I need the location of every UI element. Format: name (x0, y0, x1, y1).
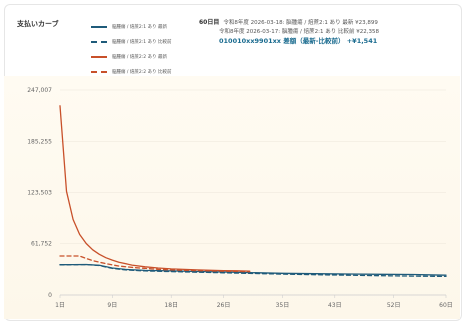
x-tick-label: 18日 (164, 302, 178, 309)
plot-background (4, 76, 460, 319)
legend-swatch (91, 25, 107, 28)
x-tick-label: 26日 (217, 302, 231, 309)
series-line (59, 105, 251, 272)
legend-label: 脳腫瘍 / 焙蔗2:2 あり 比較前 (112, 69, 172, 75)
hover-info-panel: 60日目 令和8年度 2026-03-18: 脳腫瘍 / 焙蔗2:1 あり 最新 … (199, 18, 379, 46)
legend-item[interactable]: 脳腫瘍 / 焙蔗2:1 あり 比較前 (91, 34, 201, 49)
legend-item[interactable]: 脳腫瘍 / 焙蔗2:2 あり 比較前 (91, 64, 201, 79)
legend-swatch (91, 70, 107, 73)
y-tick-label: 185,255 (27, 138, 52, 145)
x-tick-label: 1日 (55, 302, 65, 309)
y-tick-label: 61,752 (31, 241, 52, 248)
legend-swatch (91, 55, 107, 58)
x-tick-label: 9日 (107, 302, 117, 309)
legend-item[interactable]: 脳腫瘍 / 焙蔗2:1 あり 最新 (91, 19, 201, 34)
x-tick-label: 43日 (328, 302, 342, 309)
series-line (59, 255, 251, 273)
x-tick-label: 60日 (439, 302, 453, 309)
x-tick-label: 35日 (276, 302, 290, 309)
legend-label: 脳腫瘍 / 焙蔗2:1 あり 比較前 (112, 39, 172, 45)
card-title: 支払いカーブ (17, 20, 59, 28)
series-line (59, 263, 447, 278)
chart-legend: 脳腫瘍 / 焙蔗2:1 あり 最新 脳腫瘍 / 焙蔗2:1 あり 比較前 脳腫瘍… (91, 19, 201, 79)
legend-label: 脳腫瘍 / 焙蔗2:1 あり 最新 (112, 24, 167, 30)
info-line-previous: 令和8年度 2026-03-17: 脳腫瘍 / 焙蔗2:1 あり 比較前 ¥22… (219, 29, 380, 35)
y-tick-label: 123,503 (27, 190, 52, 197)
legend-item[interactable]: 脳腫瘍 / 焙蔗2:2 あり 最新 (91, 49, 201, 64)
y-tick-label: 0 (48, 292, 52, 299)
legend-swatch (91, 40, 107, 43)
info-line-latest: 令和8年度 2026-03-18: 脳腫瘍 / 焙蔗2:1 あり 最新 ¥23,… (223, 20, 378, 26)
y-tick-label: 247,007 (27, 87, 52, 94)
x-tick-label: 52日 (387, 302, 401, 309)
legend-label: 脳腫瘍 / 焙蔗2:2 あり 最新 (112, 54, 167, 60)
info-day-label: 60日目 (199, 19, 220, 26)
info-line-diff: 010010xx9901xx 差額（最新-比較前） +¥1,541 (219, 37, 378, 45)
